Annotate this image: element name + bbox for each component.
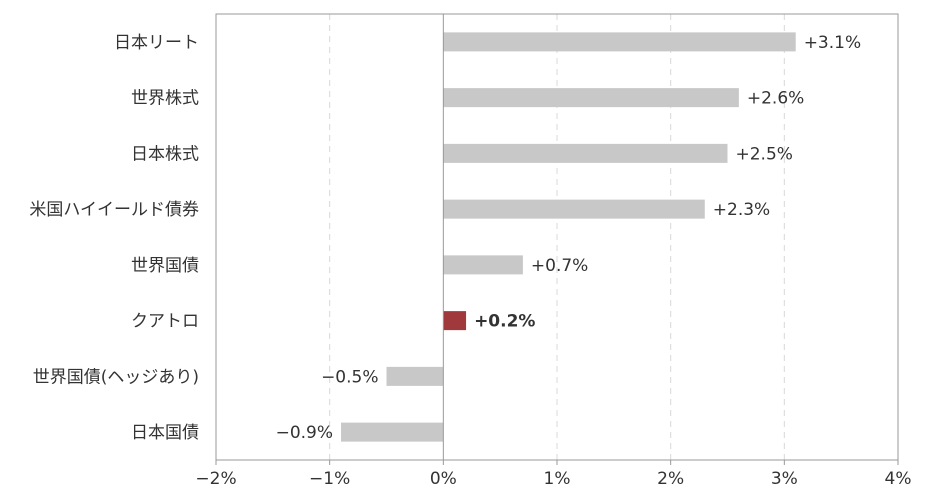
bar [443,255,523,275]
x-tick-label: 3% [771,469,798,489]
x-tick-label: −2% [195,469,236,489]
bars [341,32,796,442]
value-label: +2.6% [747,89,804,109]
bar [443,88,739,108]
category-label: 日本株式 [131,144,199,164]
category-label: 日本リート [114,33,199,53]
labels: −2% −1% 0% 1% 2% 3% 4% 日本リート +3.1% 世界株式 +2.6% 日本株式 +… [29,33,911,489]
grid-lines [329,14,785,460]
bar [443,311,467,331]
value-label: +3.1% [804,33,861,53]
x-tick-label: −1% [309,469,350,489]
category-label: 世界国債 [131,256,199,276]
category-label: 日本国債 [131,423,199,443]
bar [443,143,728,163]
value-label: +0.7% [531,256,588,276]
x-tick-label: 4% [885,469,912,489]
value-label: −0.9% [276,423,333,443]
category-label: 世界株式 [131,89,199,109]
axes [215,13,899,465]
bar [386,366,444,386]
value-label: +0.2% [474,312,535,332]
bar [341,422,444,442]
x-tick-label: 0% [430,469,457,489]
value-label: +2.5% [736,144,793,164]
x-tick-label: 1% [544,469,571,489]
bar [443,199,705,219]
category-label: 世界国債(ヘッジあり) [33,367,199,387]
bar [443,32,796,52]
value-label: +2.3% [713,200,770,220]
category-label: クアトロ [131,312,199,332]
category-label: 米国ハイイールド債券 [29,200,199,220]
value-label: −0.5% [321,367,378,387]
x-tick-label: 2% [657,469,684,489]
